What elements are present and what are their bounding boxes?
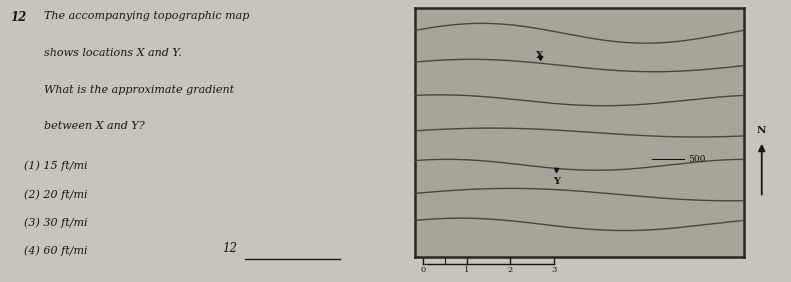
Text: Scale of Miles: Scale of Miles [431, 236, 490, 244]
Text: 0: 0 [421, 266, 426, 274]
Text: 12: 12 [222, 242, 237, 255]
Text: 3: 3 [551, 266, 556, 274]
Text: (2) 20 ft/mi: (2) 20 ft/mi [24, 189, 87, 199]
Text: between X and Y?: between X and Y? [44, 121, 144, 131]
Text: (3) 30 ft/mi: (3) 30 ft/mi [24, 217, 87, 228]
Text: (4) 60 ft/mi: (4) 60 ft/mi [24, 245, 87, 256]
Text: What is the approximate gradient: What is the approximate gradient [44, 85, 233, 94]
Text: 12: 12 [10, 11, 27, 24]
Text: 1: 1 [464, 266, 469, 274]
Text: (1) 15 ft/mi: (1) 15 ft/mi [24, 161, 87, 171]
Text: shows locations X and Y.: shows locations X and Y. [44, 48, 181, 58]
Text: Contour interval: 20 feet: Contour interval: 20 feet [514, 236, 619, 244]
Text: 500: 500 [687, 155, 705, 164]
Text: X: X [536, 51, 544, 60]
Text: The accompanying topographic map: The accompanying topographic map [44, 11, 249, 21]
Text: 2: 2 [508, 266, 513, 274]
Text: Y: Y [553, 177, 560, 186]
Text: N: N [757, 126, 766, 135]
